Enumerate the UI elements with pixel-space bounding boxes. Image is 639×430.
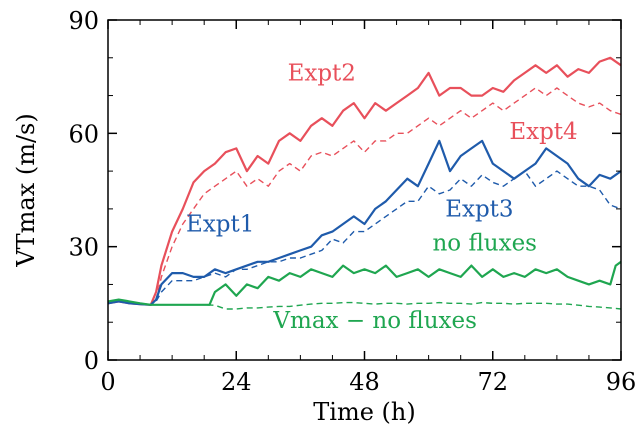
series-label-vmax-no-fluxes: Vmax − no fluxes [272, 308, 477, 334]
series-line-expt1 [107, 139, 622, 306]
series-label-expt2: Expt2 [288, 60, 356, 86]
series-label-expt1: Expt1 [186, 212, 254, 238]
series-line-expt4 [107, 87, 622, 306]
series-line-no-fluxes [107, 260, 622, 306]
series-line-expt3 [107, 170, 622, 306]
x-tick-label: 24 [221, 368, 252, 396]
y-axis-label: VTmax (m/s) [12, 113, 40, 267]
series-label-layer: Expt2 Expt4 Expt1 Expt3 no fluxes Vmax − no f… [186, 60, 578, 333]
series-label-expt4: Expt4 [509, 119, 577, 145]
x-tick-label: 96 [606, 368, 637, 396]
y-tick-label: 0 [84, 347, 99, 375]
tick-layer: 0 24 48 72 96 0 30 60 90 [68, 7, 636, 396]
x-tick-label: 72 [477, 368, 508, 396]
x-axis-label: Time (h) [313, 398, 415, 426]
series-layer [107, 56, 622, 310]
y-tick-label: 60 [68, 120, 99, 148]
x-tick-label: 48 [349, 368, 380, 396]
series-line-expt2 [107, 56, 622, 306]
series-label-no-fluxes: no fluxes [432, 230, 537, 256]
series-label-expt3: Expt3 [445, 196, 513, 222]
y-tick-label: 90 [68, 7, 99, 35]
x-tick-label: 0 [100, 368, 115, 396]
y-tick-label: 30 [68, 234, 99, 262]
